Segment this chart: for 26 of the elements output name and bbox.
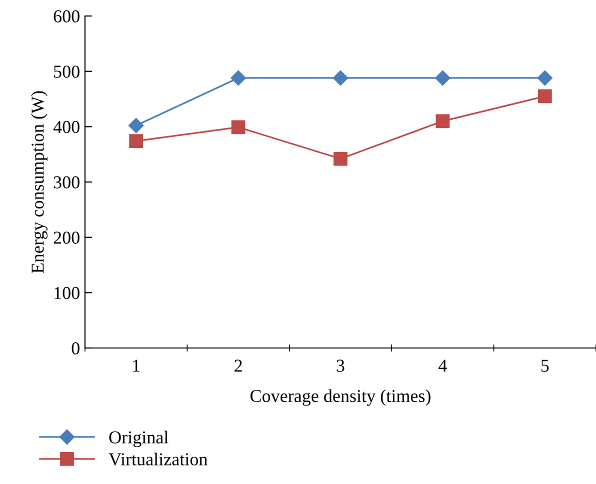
y-tick-label: 100	[54, 286, 80, 300]
point	[538, 89, 552, 104]
point	[334, 152, 348, 166]
point	[231, 120, 246, 134]
legend-label: Virtualization	[108, 452, 208, 466]
point	[128, 118, 144, 134]
y-tick-label: 400	[53, 120, 80, 134]
y-tick-label: 0	[72, 342, 80, 354]
x-tick-label: 2	[234, 360, 242, 372]
y-axis-title: Energy consumption (W)	[31, 91, 48, 274]
y-tick-label: 200	[54, 232, 80, 244]
legend-label: Original	[109, 430, 168, 448]
point	[129, 134, 144, 148]
point	[230, 70, 246, 86]
point	[435, 70, 450, 86]
y-tick-label: 600	[54, 10, 80, 22]
x-tick-label: 1	[133, 360, 140, 372]
point	[436, 114, 450, 128]
x-axis-title: Coverage density (times)	[250, 389, 430, 406]
y-tick-label: 300	[54, 176, 80, 188]
x-tick-label: 3	[336, 360, 344, 372]
x-tick-label: 5	[541, 360, 549, 372]
x-tick-label: 4	[438, 360, 447, 372]
point	[537, 70, 552, 86]
y-tick-label: 500	[54, 66, 80, 78]
point	[332, 70, 348, 86]
